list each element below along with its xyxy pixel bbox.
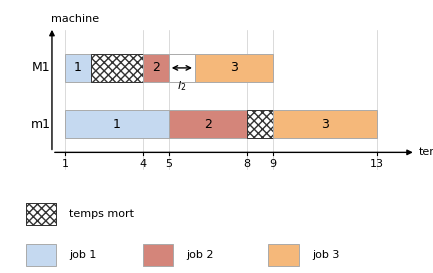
Text: 1: 1 [61, 159, 68, 169]
Text: M1: M1 [32, 61, 51, 75]
FancyBboxPatch shape [195, 54, 273, 82]
Text: 2: 2 [204, 118, 212, 131]
Bar [26, 203, 56, 225]
Text: job 2: job 2 [186, 250, 214, 260]
Text: 5: 5 [165, 159, 172, 169]
FancyBboxPatch shape [143, 54, 169, 82]
Text: 4: 4 [139, 159, 146, 169]
Text: job 1: job 1 [69, 250, 97, 260]
Bar [143, 244, 173, 266]
Text: 13: 13 [370, 159, 384, 169]
Text: job 3: job 3 [312, 250, 339, 260]
FancyBboxPatch shape [65, 110, 169, 138]
FancyBboxPatch shape [169, 110, 247, 138]
Bar [268, 244, 299, 266]
Text: 2: 2 [152, 61, 160, 75]
Bar [26, 203, 56, 225]
Bar [26, 244, 56, 266]
Text: temps: temps [418, 147, 433, 157]
Text: machine: machine [51, 14, 99, 24]
Text: 3: 3 [230, 61, 238, 75]
Text: 9: 9 [269, 159, 276, 169]
FancyBboxPatch shape [65, 54, 91, 82]
FancyBboxPatch shape [169, 54, 195, 82]
FancyBboxPatch shape [247, 110, 273, 138]
Text: 8: 8 [243, 159, 250, 169]
Text: 3: 3 [321, 118, 329, 131]
Text: $l_2$: $l_2$ [177, 79, 187, 93]
FancyBboxPatch shape [91, 54, 143, 82]
Text: temps mort: temps mort [69, 209, 134, 219]
Text: 1: 1 [113, 118, 121, 131]
Text: m1: m1 [31, 118, 51, 131]
FancyBboxPatch shape [273, 110, 377, 138]
Text: 1: 1 [74, 61, 82, 75]
